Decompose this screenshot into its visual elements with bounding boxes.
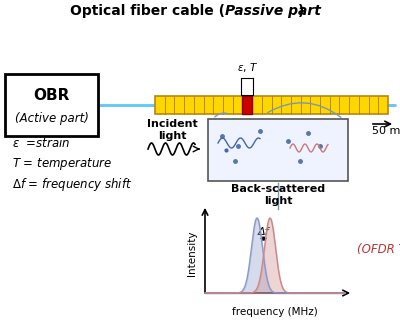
Text: OBR: OBR	[33, 88, 70, 103]
Text: frequency (MHz): frequency (MHz)	[232, 307, 318, 317]
Text: $T$ = temperature: $T$ = temperature	[12, 156, 112, 172]
Text: Optical fiber cable (: Optical fiber cable (	[70, 4, 225, 18]
Text: Incident: Incident	[147, 119, 197, 129]
Text: 50 m: 50 m	[372, 126, 400, 136]
Bar	[155, 96, 388, 114]
Text: $\varepsilon$, $T$: $\varepsilon$, $T$	[237, 61, 258, 74]
Text: Δf: Δf	[258, 227, 269, 237]
Text: Back-scattered: Back-scattered	[231, 184, 325, 194]
Text: $\Delta f$ = frequency shift: $\Delta f$ = frequency shift	[12, 176, 132, 193]
Text: ): )	[298, 4, 304, 18]
Bar	[208, 119, 348, 181]
Text: Passive part: Passive part	[225, 4, 321, 18]
Text: (OFDR Theory): (OFDR Theory)	[357, 243, 400, 256]
Bar	[5, 74, 98, 136]
Text: light: light	[264, 196, 292, 206]
Text: (Active part): (Active part)	[14, 112, 88, 125]
Text: light: light	[158, 131, 186, 141]
Text: $\varepsilon$  =strain: $\varepsilon$ =strain	[12, 136, 70, 150]
Text: Intensity: Intensity	[187, 230, 197, 276]
Bar	[242, 96, 252, 114]
